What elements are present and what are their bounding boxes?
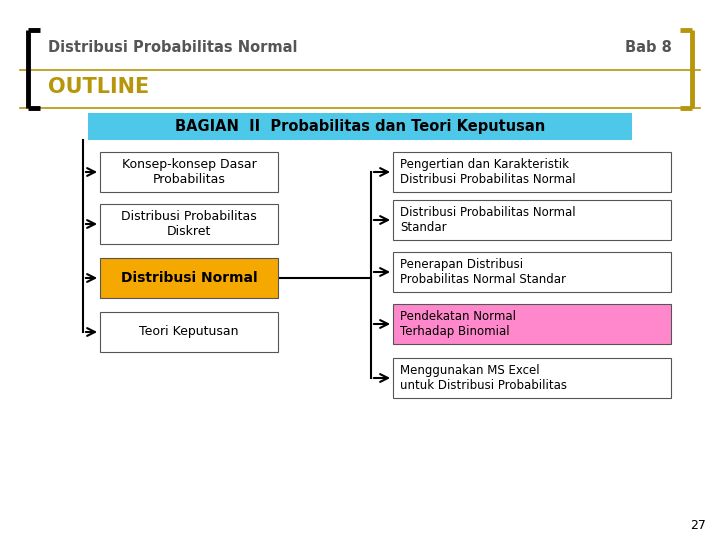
Bar [100, 312, 278, 352]
Bar [393, 358, 671, 398]
Text: Distribusi Probabilitas Normal
Standar: Distribusi Probabilitas Normal Standar [400, 206, 575, 234]
Text: Menggunakan MS Excel
untuk Distribusi Probabilitas: Menggunakan MS Excel untuk Distribusi Pr… [400, 364, 567, 392]
Text: Pengertian dan Karakteristik
Distribusi Probabilitas Normal: Pengertian dan Karakteristik Distribusi … [400, 158, 575, 186]
Bar [393, 304, 671, 344]
Text: Distribusi Probabilitas Normal: Distribusi Probabilitas Normal [48, 40, 297, 56]
Text: Konsep-konsep Dasar
Probabilitas: Konsep-konsep Dasar Probabilitas [122, 158, 256, 186]
Text: Teori Keputusan: Teori Keputusan [139, 326, 239, 339]
Bar [100, 152, 278, 192]
Bar [88, 113, 632, 140]
Text: BAGIAN  II  Probabilitas dan Teori Keputusan: BAGIAN II Probabilitas dan Teori Keputus… [175, 119, 545, 134]
Text: OUTLINE: OUTLINE [48, 77, 149, 97]
Bar [100, 204, 278, 244]
Bar [393, 152, 671, 192]
Text: Distribusi Probabilitas
Diskret: Distribusi Probabilitas Diskret [121, 210, 257, 238]
Text: Pendekatan Normal
Terhadap Binomial: Pendekatan Normal Terhadap Binomial [400, 310, 516, 338]
Bar [393, 200, 671, 240]
Text: 27: 27 [690, 519, 706, 532]
Text: Bab 8: Bab 8 [625, 40, 672, 56]
Bar [100, 258, 278, 298]
Text: Distribusi Normal: Distribusi Normal [121, 271, 257, 285]
Bar [393, 252, 671, 292]
Text: Penerapan Distribusi
Probabilitas Normal Standar: Penerapan Distribusi Probabilitas Normal… [400, 258, 566, 286]
